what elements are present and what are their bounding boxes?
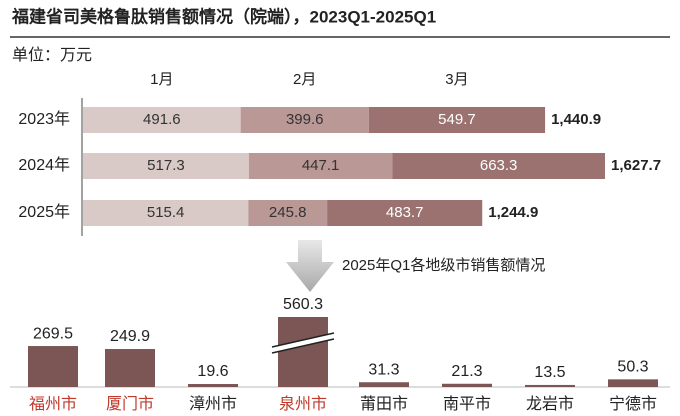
bar [525,384,575,387]
x-tick-label: 莆田市 [360,395,408,413]
x-tick-label: 龙岩市 [526,395,574,413]
data-label: 549.7 [438,111,476,128]
data-label: 491.6 [143,111,181,128]
y-tick-label: 2025年 [18,203,70,221]
subtitle: 2025年Q1各地级市销售额情况 [342,257,545,274]
axis-break-line [271,332,335,348]
x-tick-label: 宁德市 [609,395,657,413]
bar [359,382,409,387]
axis-break [272,333,334,353]
chart-title: 福建省司美格鲁肽销售额情况（院端），2023Q1-2025Q1 [11,6,436,26]
bar-segment [248,153,393,179]
total-label: 1,440.9 [551,111,601,128]
bar-segment [83,153,249,179]
data-label: 560.3 [283,296,323,313]
bar-segment [248,200,328,226]
data-label: 249.9 [110,328,150,345]
data-label: 483.7 [386,204,424,221]
x-tick-label: 泉州市 [279,395,327,413]
data-label: 269.5 [33,325,73,342]
bar-segment [368,107,546,133]
legend-label: 2月 [293,71,316,88]
data-label: 13.5 [534,364,565,381]
bar [442,383,492,387]
data-label: 663.3 [480,157,518,174]
data-label: 245.8 [269,204,307,221]
data-label: 31.3 [368,361,399,378]
bar [608,379,658,387]
legend-label: 3月 [445,71,468,88]
total-label: 1,244.9 [488,204,538,221]
bar [105,349,155,387]
x-tick-label: 南平市 [443,395,491,413]
y-tick-label: 2023年 [18,110,70,128]
y-tick-label: 2024年 [18,156,70,174]
data-label: 399.6 [286,111,324,128]
bar-segment [392,153,605,179]
data-label: 447.1 [302,157,340,174]
bar-segment [327,200,483,226]
x-tick-label: 漳州市 [189,395,237,413]
legend-label: 1月 [150,71,173,88]
x-tick-label: 福州市 [29,395,77,413]
bar [188,384,238,387]
data-label: 50.3 [617,359,648,376]
data-label: 515.4 [147,204,185,221]
total-label: 1,627.7 [611,157,661,174]
bar-segment [240,107,369,133]
bar-segment [83,107,241,133]
bar [28,346,78,387]
unit-label: 单位：万元 [12,46,92,64]
arrow [286,240,334,292]
x-tick-label: 厦门市 [106,395,154,413]
data-label: 19.6 [197,363,228,380]
bar [278,317,328,387]
data-label: 517.3 [147,157,185,174]
axis-break-line [271,338,335,354]
data-label: 21.3 [451,363,482,380]
bar-segment [83,200,249,226]
